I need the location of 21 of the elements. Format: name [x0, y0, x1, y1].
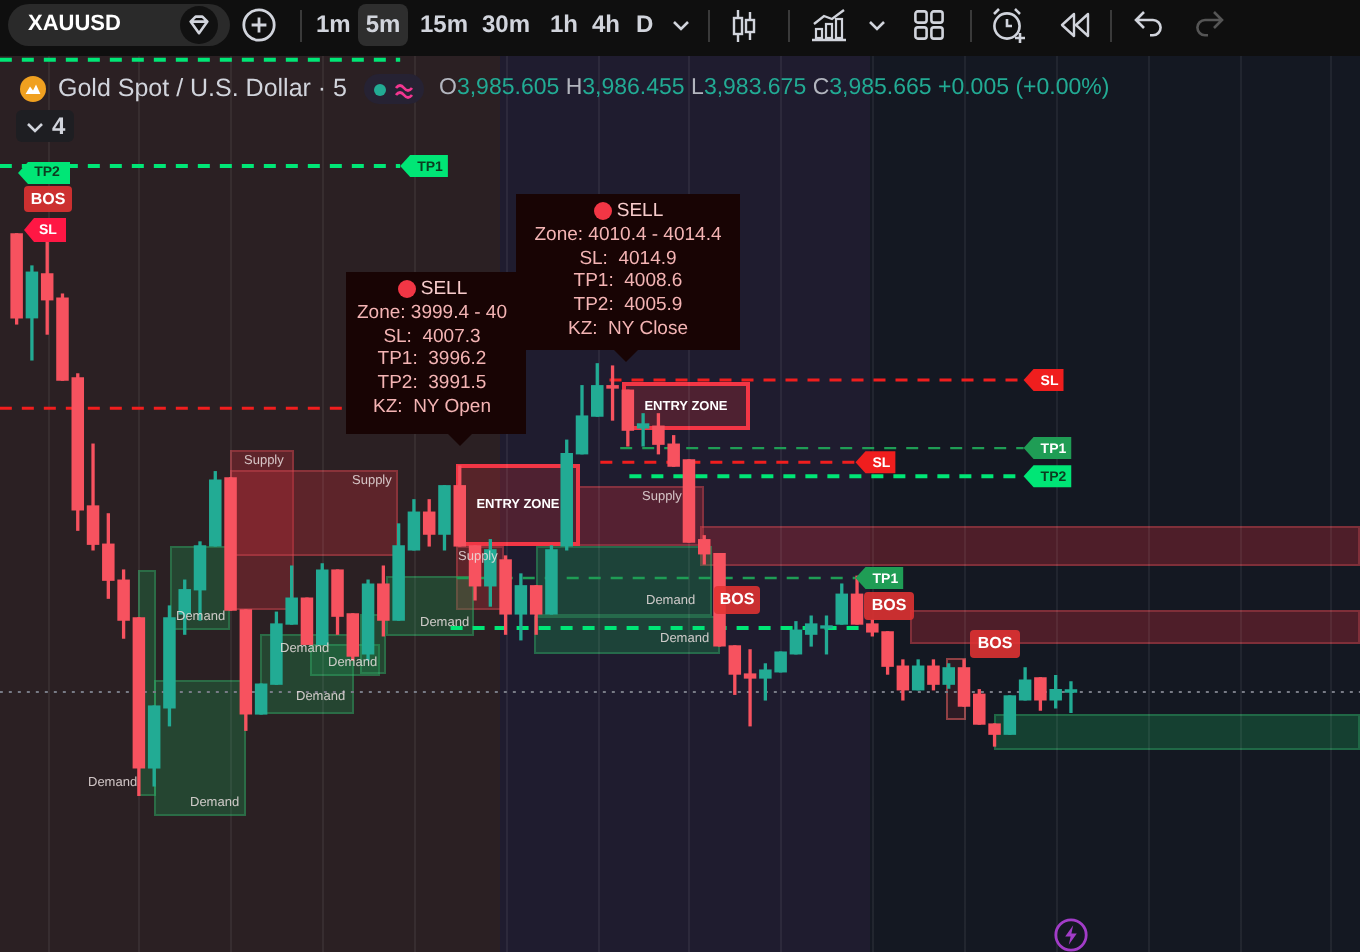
text: 15m [420, 10, 469, 38]
annotation: SELL Zone: 3999.4 - 40 SL: 4007.3 TP1: 3996.2 TP2: 3991.5 KZ: NY Open [357, 278, 507, 418]
label-box: BOS [864, 592, 914, 620]
label-box: BOS [714, 586, 760, 614]
button: 5m [358, 4, 408, 46]
text: 1h [550, 10, 579, 38]
text: 4h [592, 10, 621, 38]
annotation: SELL Zone: 4010.4 - 4014.4 SL: 4014.9 TP1: 4008.6 TP2: 4005.9 KZ: NY Close [534, 200, 722, 340]
label-box: BOS [24, 186, 72, 212]
text: D [636, 10, 654, 38]
label-box: BOS [970, 630, 1020, 658]
text: O3,985.605 H3,986.455 L3,983.675 C3,985.665 +0.005 (+0.00%) [439, 76, 1110, 100]
button: 4 [16, 110, 74, 142]
chart-title: Gold Spot / U.S. Dollar · 5 [58, 74, 348, 104]
annotation: BOS [871, 596, 907, 614]
annotation: BOS [977, 634, 1013, 652]
text: 1m [316, 10, 351, 38]
text: 30m [482, 10, 531, 38]
candlestick [636, 413, 650, 447]
text: XAUUSD [28, 12, 121, 36]
annotation: BOS [719, 590, 755, 608]
